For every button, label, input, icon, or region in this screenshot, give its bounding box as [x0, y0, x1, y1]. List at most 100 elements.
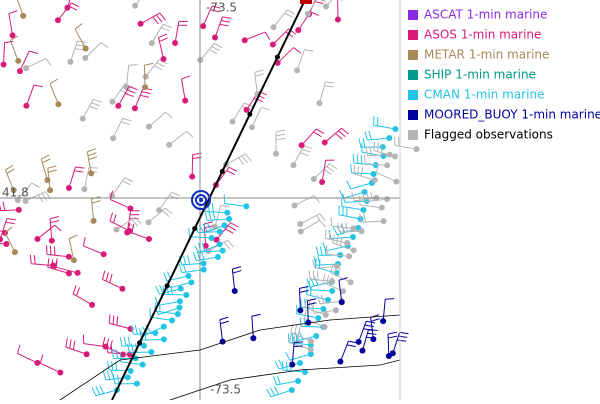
barb-dot [292, 203, 298, 209]
barb-dot [169, 317, 175, 323]
barb-dot [230, 119, 236, 125]
barb-dot [189, 174, 195, 180]
barb-dot [109, 99, 115, 105]
barb-dot [188, 279, 194, 285]
barb-dot [313, 333, 319, 339]
barb-dot [146, 124, 152, 130]
barb-dot [370, 336, 376, 342]
barb-dot [380, 144, 386, 150]
barb-dot [138, 21, 144, 27]
barb-dot [316, 100, 322, 106]
barb-dot [15, 58, 21, 64]
barb-tick [46, 245, 47, 254]
legend-swatch [408, 70, 418, 80]
barb-dot [311, 176, 317, 182]
barb-dot [329, 278, 335, 284]
barb-dot [209, 235, 215, 241]
track-end [300, 0, 312, 4]
barb-dot [101, 251, 107, 257]
barb-dot [140, 362, 146, 368]
legend-swatch [408, 10, 418, 20]
barb-tick [400, 332, 409, 333]
legend-label: METAR 1-min marine [424, 48, 549, 62]
barb-dot [119, 286, 125, 292]
barb-dot [379, 205, 385, 211]
barb-dot [67, 59, 73, 65]
barb-dot [134, 381, 140, 387]
barb-dot [319, 179, 325, 185]
barb-dot [232, 288, 238, 294]
barb-dot [356, 339, 362, 345]
barb-dot [88, 170, 94, 176]
barb-dot [315, 315, 321, 321]
legend-swatch [408, 30, 418, 40]
barb-dot [329, 288, 335, 294]
barb-dot [201, 267, 207, 273]
barb-dot [392, 126, 398, 132]
barb-staff [129, 352, 151, 353]
barb-dot [80, 116, 86, 122]
barb-dot [47, 187, 53, 193]
barb-dot [66, 185, 72, 191]
barb-dot [57, 370, 63, 376]
barb-dot [128, 368, 134, 374]
barb-dot [146, 219, 152, 225]
barb-dot [127, 205, 133, 211]
barb-dot [242, 37, 248, 43]
barb-dot [334, 263, 340, 269]
barb-dot [49, 238, 55, 244]
legend-label: SHIP 1-min marine [424, 68, 536, 82]
grid-label: -73.5 [210, 383, 241, 397]
barb-dot [212, 35, 218, 41]
barb-dot [297, 307, 303, 313]
barb-dot [249, 124, 255, 130]
barb-dot [386, 135, 392, 141]
barb-dot [308, 338, 314, 344]
legend-swatch [408, 110, 418, 120]
barb-dot [322, 139, 328, 145]
barb-dot [359, 348, 365, 354]
barb-dot [161, 336, 167, 342]
barb-dot [142, 84, 148, 90]
barb-dot [200, 23, 206, 29]
barb-dot [177, 298, 183, 304]
target-center [199, 198, 203, 202]
barb-tick [385, 299, 394, 300]
barb-dot [243, 203, 249, 209]
legend-label: CMAN 1-min marine [424, 88, 544, 102]
barb-dot [34, 360, 40, 366]
barb-dot [360, 207, 366, 213]
barb-dot [23, 103, 29, 109]
barb-dot [149, 40, 155, 46]
barb-dot [148, 349, 154, 355]
barb-dot [75, 270, 81, 276]
legend-label: ASOS 1-min marine [424, 28, 541, 42]
barb-dot [359, 228, 365, 234]
barb-staff [144, 65, 145, 87]
barb-dot [344, 240, 350, 246]
barb-dot [290, 162, 296, 168]
barb-dot [372, 177, 378, 183]
barb-dot [176, 305, 182, 311]
barb-dot [350, 225, 356, 231]
legend-swatch [408, 50, 418, 60]
barb-dot [384, 162, 390, 168]
barb-dot [17, 68, 23, 74]
barb-dot [339, 299, 345, 305]
legend-swatch [408, 90, 418, 100]
barb-dot [297, 221, 303, 227]
barb-dot [166, 142, 172, 148]
barb-dot [35, 236, 41, 242]
barb-dot [295, 27, 301, 33]
barb-dot [273, 151, 279, 157]
barb-dot [115, 103, 121, 109]
barb-dot [89, 302, 95, 308]
barb-dot [294, 67, 300, 73]
barb-dot [81, 186, 87, 192]
barb-dot [172, 40, 178, 46]
barb-dot [380, 318, 386, 324]
barb-dot [114, 226, 120, 232]
barb-tick [331, 217, 332, 226]
